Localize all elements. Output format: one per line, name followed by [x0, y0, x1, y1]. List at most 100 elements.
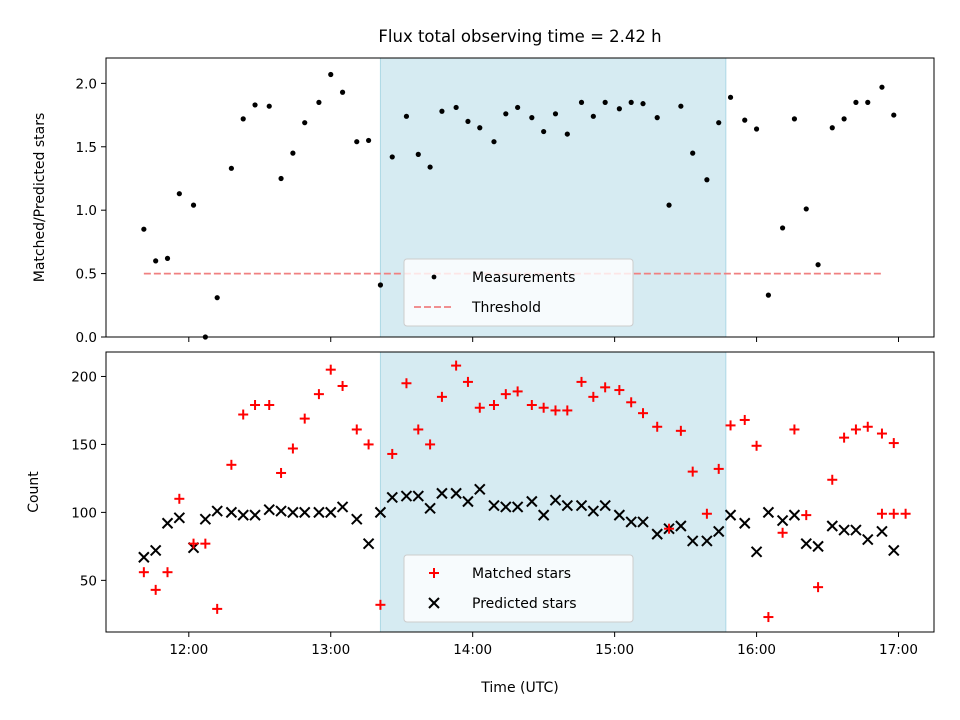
matched-stars-point: [488, 400, 499, 411]
measurement-point: [841, 116, 847, 122]
predicted-stars-point: [713, 525, 725, 538]
measurement-point: [879, 84, 885, 90]
measurement-point: [779, 225, 786, 231]
predicted-stars-point: [237, 509, 249, 521]
legend-measurements-marker: [431, 274, 437, 280]
measurement-point: [753, 126, 760, 132]
top-axes-frame: [105, 57, 935, 338]
legend-plus-glyph: [429, 568, 439, 578]
predicted-stars-point: [462, 495, 474, 508]
matched-stars-point: [451, 360, 462, 371]
matched-stars-point: [687, 466, 698, 477]
matched-stars-point: [174, 493, 185, 504]
measurement-point: [666, 202, 672, 208]
measurement-point: [141, 226, 147, 232]
predicted-stars-point: [362, 537, 375, 550]
top-panel: 0.0 0.5 1.0 1.5 2.0 Flux total observing tim…: [32, 27, 935, 346]
predicted-stars-point: [739, 517, 751, 529]
measurement-point: [654, 115, 660, 121]
measurement-point: [829, 125, 835, 131]
measurement-point: [590, 113, 596, 119]
predicted-stars-point: [138, 551, 150, 563]
measurement-point: [704, 177, 710, 183]
measurement-point: [742, 117, 748, 123]
legend-matched-stars-label: Matched stars: [472, 566, 571, 582]
top-y-tick-label: 1.0: [76, 203, 97, 219]
measurement-point: [716, 120, 722, 126]
matched-stars-point: [375, 599, 386, 610]
measurement-point: [328, 71, 334, 78]
predicted-stars-point: [199, 513, 212, 525]
top-y-axis-label: Matched/Predicted stars: [32, 113, 48, 283]
predicted-stars-point: [275, 505, 287, 517]
measurement-point: [190, 202, 197, 208]
measurement-point: [377, 282, 384, 288]
predicted-stars-point: [637, 516, 649, 528]
top-y-tick-label: 2.0: [76, 76, 97, 92]
legend-threshold-label: Threshold: [471, 300, 541, 316]
measurement-point: [564, 131, 570, 137]
matched-stars-point: [226, 459, 237, 470]
measurement-point: [727, 94, 734, 100]
matched-stars-point: [550, 405, 561, 416]
predicted-stars-point: [488, 499, 500, 512]
measurement-point: [515, 104, 521, 111]
matched-stars-point: [325, 364, 336, 375]
predicted-stars-point: [374, 506, 387, 519]
predicted-stars-point: [325, 506, 337, 519]
measurement-point: [491, 139, 497, 145]
measurement-point: [690, 150, 696, 156]
predicted-stars-point: [599, 499, 611, 512]
matched-stars-point: [664, 523, 675, 534]
matched-stars-point: [413, 424, 424, 435]
bottom-panel: 50 100 150 200 12:00 13:00 14:00 15:00 16:00 17:0…: [26, 351, 935, 696]
measurement-point: [552, 111, 559, 117]
measurement-point: [503, 111, 509, 117]
x-tick-label: 14:00: [453, 642, 492, 658]
bottom-y-tick-label: 200: [71, 369, 97, 385]
x-tick-label: 12:00: [169, 642, 208, 658]
legend-measurements-label: Measurements: [472, 270, 575, 286]
bottom-y-axis-label: Count: [26, 471, 42, 513]
bottom-y-tick-label: 100: [71, 505, 97, 521]
matched-stars-point: [526, 400, 537, 411]
predicted-stars-point: [161, 517, 174, 529]
matched-stars-point: [789, 424, 800, 435]
measurement-point: [240, 116, 246, 122]
measurement-point: [365, 137, 372, 144]
measurement-point: [252, 102, 258, 108]
measurement-point: [803, 206, 809, 212]
measurement-point: [176, 191, 182, 197]
matched-stars-point: [626, 397, 637, 408]
predicted-stars-point: [149, 544, 162, 557]
measurement-point: [602, 99, 608, 105]
measurement-point: [439, 108, 445, 114]
measurement-point: [853, 99, 859, 105]
predicted-stars-point: [675, 520, 687, 532]
x-axis-label: Time (UTC): [480, 680, 558, 696]
predicted-stars-point: [850, 524, 862, 536]
predicted-stars-point: [287, 506, 299, 519]
predicted-stars-point: [862, 533, 874, 546]
measurement-point: [529, 115, 535, 121]
measurement-point: [865, 99, 871, 105]
predicted-stars-point: [575, 499, 588, 512]
legend-x-glyph: [428, 597, 440, 609]
measurement-point: [465, 118, 471, 125]
measurement-point: [427, 164, 433, 170]
bottom-axes-frame: [105, 351, 935, 633]
matched-stars-point: [337, 380, 348, 391]
matched-stars-point: [763, 612, 774, 623]
matched-stars-point: [299, 413, 310, 424]
predicted-stars-point: [776, 514, 789, 527]
top-legend-box: [403, 258, 634, 327]
measurement-point: [339, 89, 346, 95]
matched-stars-point: [150, 584, 161, 595]
matched-stars-point: [813, 582, 824, 593]
measurement-point: [228, 165, 234, 171]
predicted-stars-point: [400, 490, 413, 502]
predicted-stars-point: [812, 540, 824, 553]
matched-stars-point: [250, 400, 261, 411]
measurement-point: [164, 255, 171, 261]
measurement-point: [616, 106, 622, 112]
